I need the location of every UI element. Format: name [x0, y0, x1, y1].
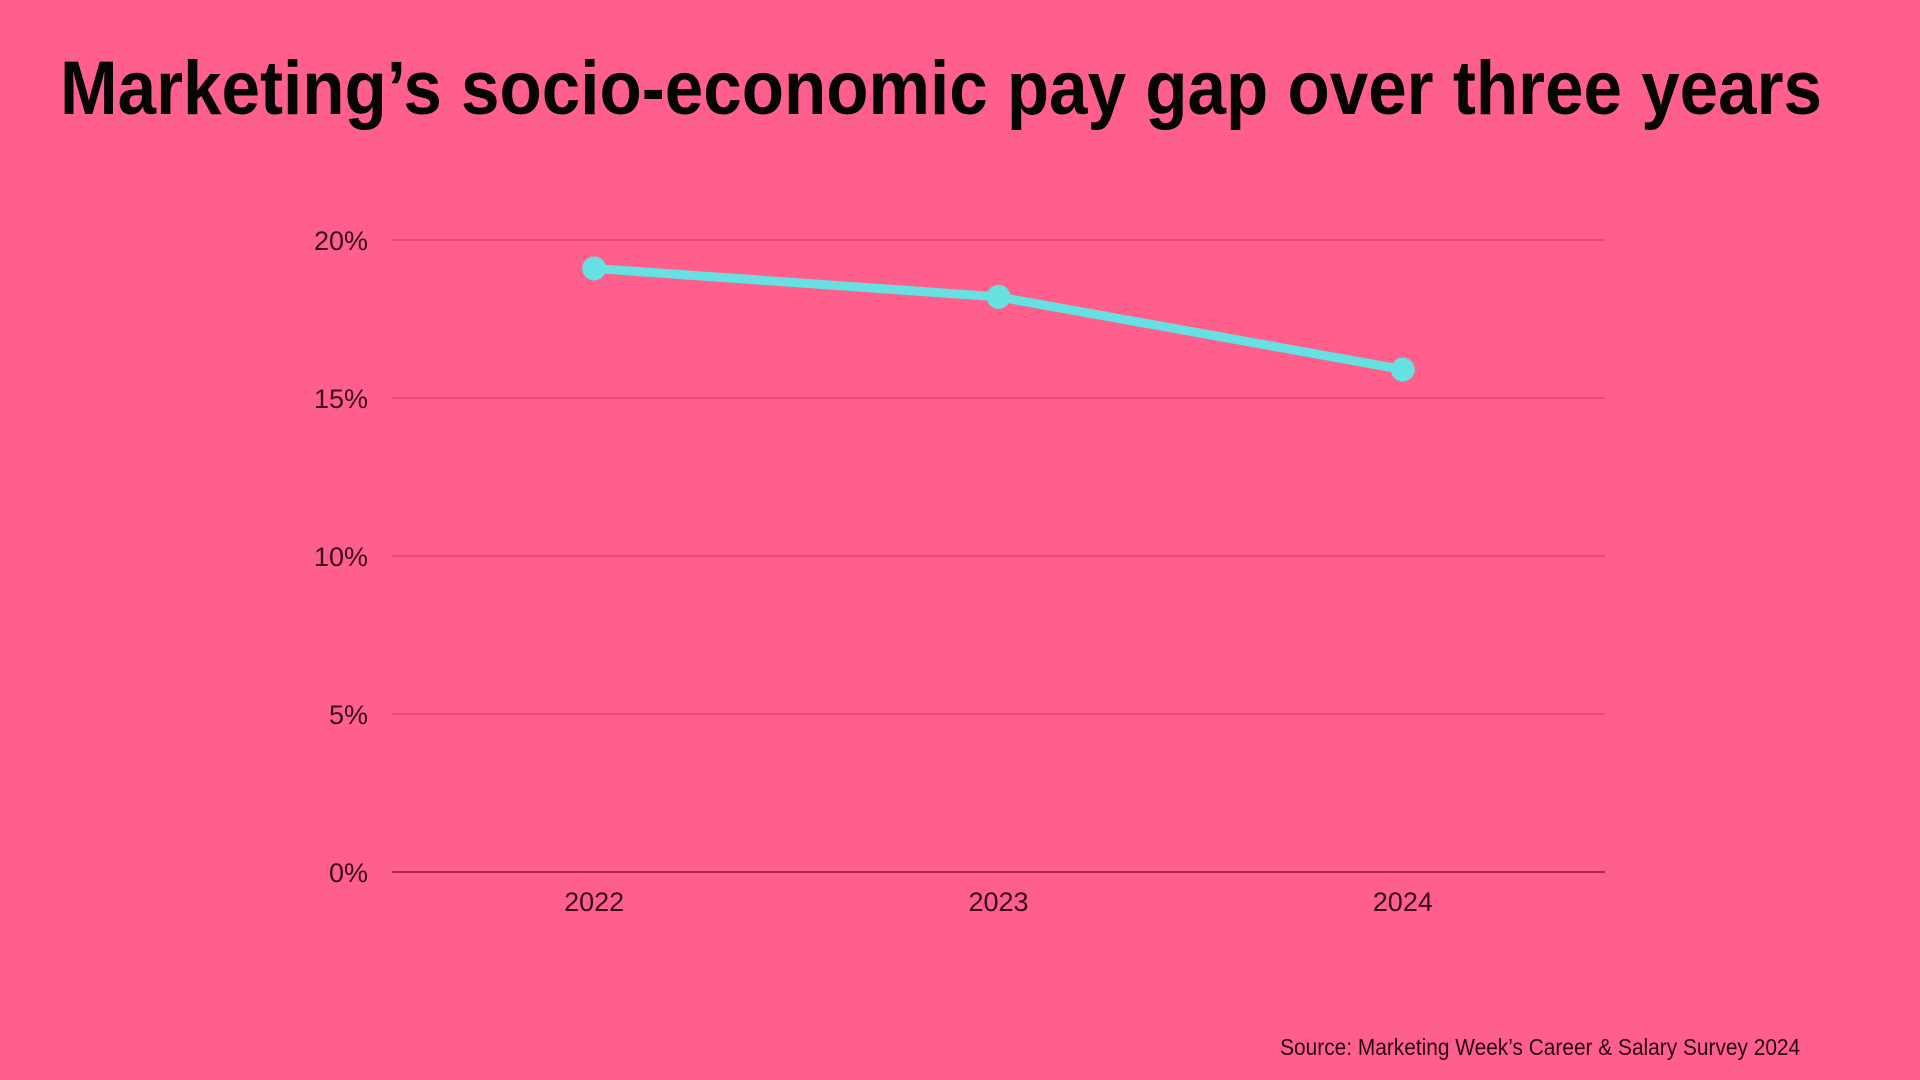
data-point [1390, 357, 1415, 382]
series-line [589, 263, 1408, 375]
x-tick-label: 2024 [1373, 887, 1433, 917]
data-point [986, 284, 1011, 309]
x-axis-ticks: 2022 2023 2024 [564, 887, 1433, 917]
source-note: Source: Marketing Week’s Career & Salary… [1280, 1034, 1800, 1060]
gridlines [392, 239, 1605, 873]
series-lines [589, 263, 1408, 375]
y-tick-label: 5% [329, 700, 368, 730]
y-tick-label: 0% [329, 858, 368, 888]
y-tick-label: 15% [314, 384, 368, 414]
y-tick-label: 20% [314, 226, 368, 256]
data-point [582, 256, 607, 281]
y-tick-label: 10% [314, 542, 368, 572]
y-axis-ticks: 0% 5% 10% 15% 20% [314, 226, 368, 888]
chart-title: Marketing’s socio-economic pay gap over … [60, 46, 1822, 131]
data-points [582, 256, 1415, 382]
x-tick-label: 2023 [968, 887, 1028, 917]
x-tick-label: 2022 [564, 887, 624, 917]
